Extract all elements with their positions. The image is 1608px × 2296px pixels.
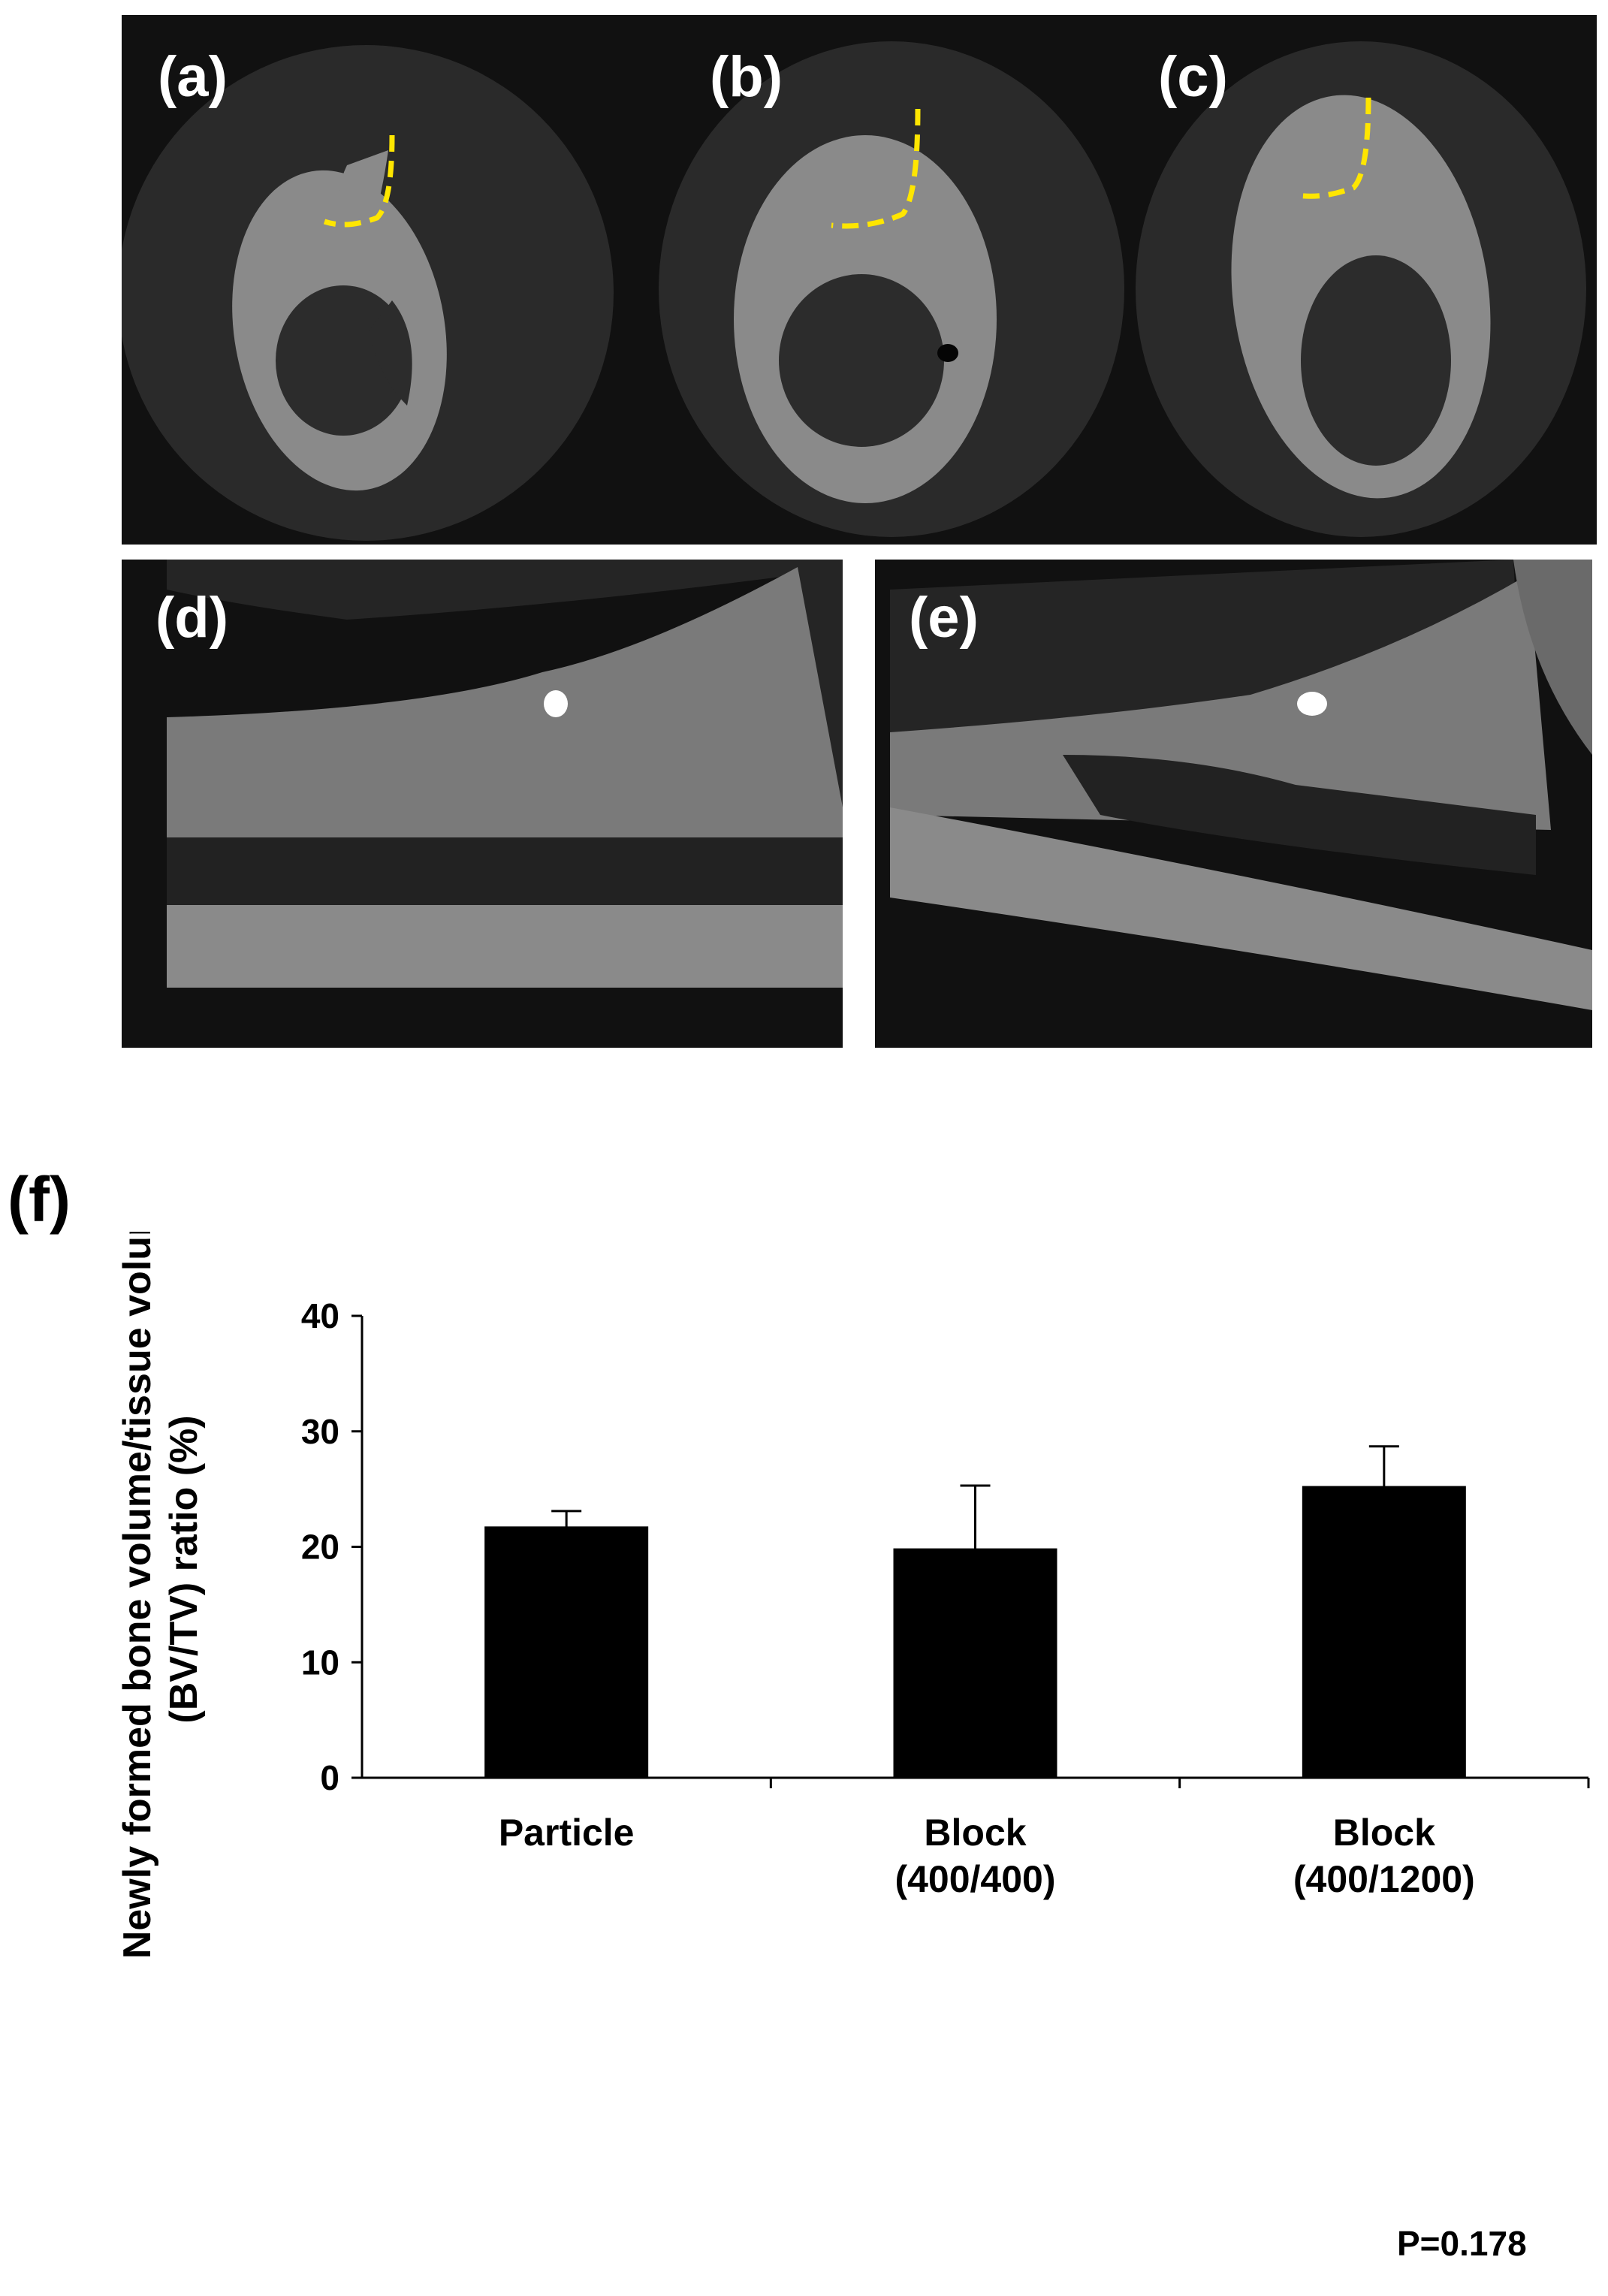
panel-label-f: (f): [8, 1164, 71, 1235]
bar: [893, 1548, 1057, 1779]
bar: [1302, 1486, 1466, 1779]
y-tick-label: 40: [301, 1296, 339, 1335]
y-tick-label: 20: [301, 1528, 339, 1567]
ct-longitudinal-d: [122, 560, 843, 1048]
ct-panel-a: (a): [122, 15, 651, 545]
x-tick-label: Particle: [499, 1812, 635, 1854]
ct-cross-section-a: [122, 15, 651, 545]
panel-label-c: (c): [1158, 45, 1228, 109]
bar: [484, 1526, 649, 1779]
ct-panel-e: (e): [875, 560, 1592, 1048]
ct-cross-section-b: [651, 15, 1136, 545]
panel-label-d: (d): [155, 586, 229, 650]
bv-tv-bar-chart: Newly formed bone volume/tissue volume (B…: [116, 1232, 1590, 1959]
y-tick-label: 10: [301, 1643, 339, 1682]
ct-cross-section-c: [1136, 15, 1597, 545]
x-tick-labels: Particle Block(400/400)Block(400/1200): [499, 1812, 1475, 1900]
bars: [484, 1445, 1466, 1779]
panel-label-a: (a): [158, 45, 228, 109]
panel-label-e: (e): [909, 586, 979, 650]
y-tick-label: 30: [301, 1412, 339, 1451]
ct-panel-d: (d): [122, 560, 843, 1048]
ct-panel-b: (b): [651, 15, 1136, 545]
ct-longitudinal-e: [875, 560, 1592, 1048]
x-tick-label: (400/1200): [1293, 1858, 1475, 1900]
x-tick-label: (400/400): [895, 1858, 1055, 1900]
x-tick-label: Block: [1333, 1812, 1435, 1854]
y-axis-title: Newly formed bone volume/tissue volume (B…: [116, 1232, 206, 1959]
p-value-note: P=0.178: [1397, 2224, 1527, 2263]
y-axis-title-line: (BV/TV) ratio (%): [162, 1415, 206, 1723]
ct-panel-c: (c): [1136, 15, 1597, 545]
panel-label-b: (b): [710, 45, 783, 109]
x-tick-label: Block: [924, 1812, 1026, 1854]
y-tick-label: 0: [320, 1758, 339, 1797]
y-axis-title-line: Newly formed bone volume/tissue volume: [116, 1232, 159, 1959]
